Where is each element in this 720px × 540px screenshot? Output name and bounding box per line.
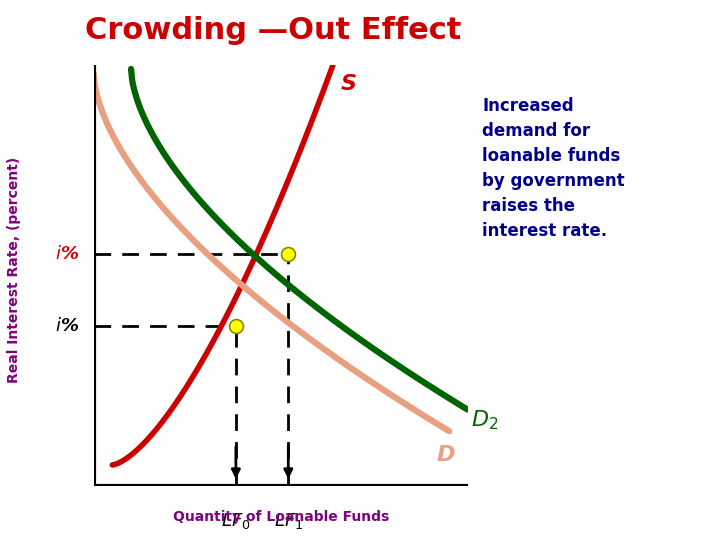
Text: Crowding —Out Effect: Crowding —Out Effect (86, 16, 462, 45)
Text: $LF_0$: $LF_0$ (221, 511, 251, 531)
Text: $i$%: $i$% (55, 245, 78, 264)
Text: Real Interest Rate, (percent): Real Interest Rate, (percent) (7, 157, 22, 383)
Text: D: D (436, 445, 455, 465)
Text: Quantity of Loanable Funds: Quantity of Loanable Funds (173, 510, 389, 524)
Text: S: S (341, 75, 356, 94)
Text: $D_2$: $D_2$ (471, 408, 498, 432)
Text: Increased
demand for
loanable funds
by government
raises the
interest rate.: Increased demand for loanable funds by g… (482, 97, 625, 240)
Text: $LF_1$: $LF_1$ (274, 511, 303, 531)
Text: $i$%: $i$% (55, 317, 78, 335)
